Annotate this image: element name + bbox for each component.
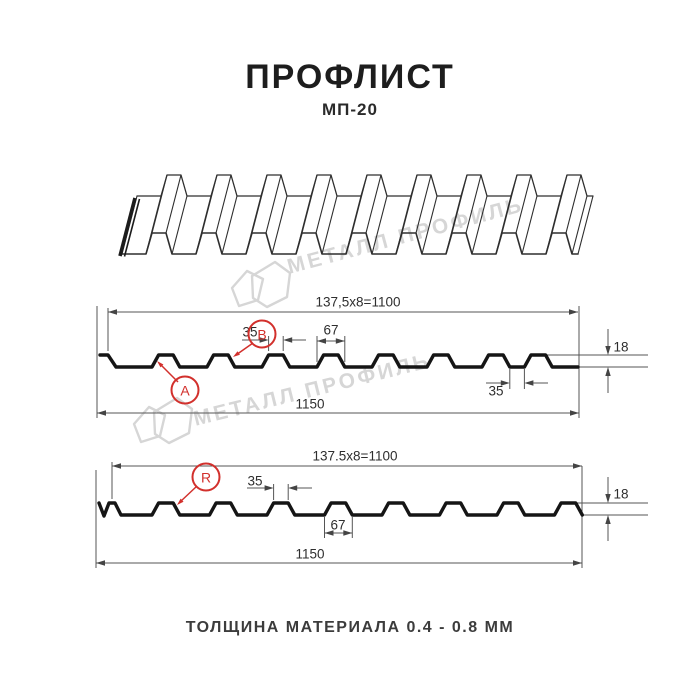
dim-rib-base: 67 (330, 517, 346, 533)
label-b-marker: B (247, 319, 277, 349)
label-a-marker: A (170, 375, 200, 405)
dim-rib-top: 35 (247, 473, 263, 489)
dim-total-width: 1150 (295, 546, 325, 562)
dim-working-width: 137,5x8=1100 (315, 294, 401, 310)
dim-height: 18 (613, 339, 629, 355)
page-title: ПРОФЛИСТ (245, 58, 455, 96)
watermark-logo (132, 260, 292, 445)
thickness-note: ТОЛЩИНА МАТЕРИАЛА 0.4 - 0.8 ММ (185, 619, 515, 636)
dim-height: 18 (613, 486, 629, 502)
page-subtitle: МП-20 (322, 100, 378, 119)
label-r-marker: R (191, 462, 221, 492)
dim-working-width: 137.5x8=1100 (312, 448, 398, 464)
profile-3d-view (118, 174, 594, 257)
dim-rib-base: 67 (323, 322, 339, 338)
dim-end-valley: 35 (488, 383, 504, 399)
cross-section-bottom (95, 462, 648, 568)
dim-total-width: 1150 (295, 396, 325, 412)
